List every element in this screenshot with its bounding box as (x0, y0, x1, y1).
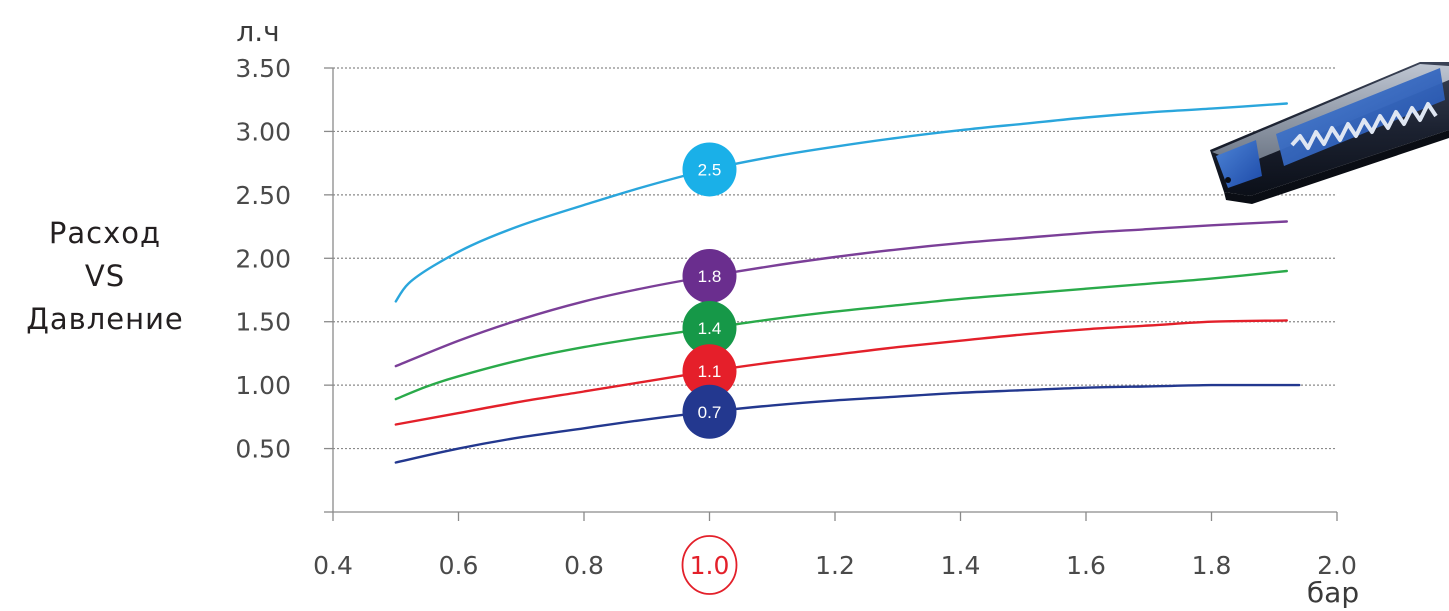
series-line-1-1 (394, 319, 1288, 426)
series-line-2-5 (394, 102, 1288, 303)
side-title-line-pressure: Давление (26, 302, 184, 336)
x-axis-unit: бар (1307, 576, 1359, 609)
series-marker-1-8 (682, 249, 737, 304)
series-marker-label: 0.7 (698, 403, 722, 422)
y-axis-unit: л.ч (236, 15, 279, 48)
series-line-0-7 (394, 383, 1301, 464)
y-tick-label: 0.50 (235, 435, 291, 464)
drip-emitter-image (1210, 62, 1449, 204)
chart-side-title: Расход VS Давление (0, 212, 210, 341)
series-line-1-8 (394, 220, 1288, 368)
x-tick-label: 1.6 (1066, 551, 1106, 580)
series-marker-label: 1.8 (698, 267, 722, 286)
y-tick-label: 3.00 (235, 117, 291, 146)
x-tick-label: 1.8 (1192, 551, 1232, 580)
side-title-line-vs: VS (84, 259, 126, 293)
y-tick-label: 3.50 (235, 54, 291, 83)
series-marker-label: 2.5 (698, 160, 722, 179)
y-tick-label: 1.00 (235, 371, 291, 400)
y-tick-label: 2.50 (235, 181, 291, 210)
x-tick-label: 0.8 (564, 551, 604, 580)
x-tick-label: 1.2 (815, 551, 855, 580)
chart-markers: 2.5 1.8 1.4 1.1 0.7 (682, 142, 737, 439)
series-marker-1-1 (682, 344, 737, 399)
chart-axes (324, 67, 1338, 521)
horizontal-gridlines (333, 67, 1337, 450)
x-tick-label: 2.0 (1317, 551, 1357, 580)
series-marker-0-7 (682, 384, 737, 439)
side-title-line-flow: Расход (48, 216, 162, 250)
series-marker-label: 1.1 (698, 362, 722, 381)
y-tick-label: 1.50 (235, 308, 291, 337)
chart-tick-labels: 0.50 1.00 1.50 2.00 2.50 3.00 3.50 0.4 0.6 0.8 1.0… (235, 15, 1359, 609)
series-line-1-4 (394, 269, 1288, 401)
series-marker-label: 1.4 (698, 319, 722, 338)
highlighted-x-tick-circle (681, 535, 738, 595)
x-tick-label: 0.4 (313, 551, 353, 580)
x-tick-label: 0.6 (439, 551, 479, 580)
y-tick-label: 2.00 (235, 244, 291, 273)
x-tick-label: 1.4 (941, 551, 981, 580)
series-marker-2-5 (682, 142, 737, 197)
chart-series (394, 102, 1301, 464)
x-tick-label: 1.0 (690, 551, 730, 580)
series-marker-1-4 (682, 301, 737, 356)
